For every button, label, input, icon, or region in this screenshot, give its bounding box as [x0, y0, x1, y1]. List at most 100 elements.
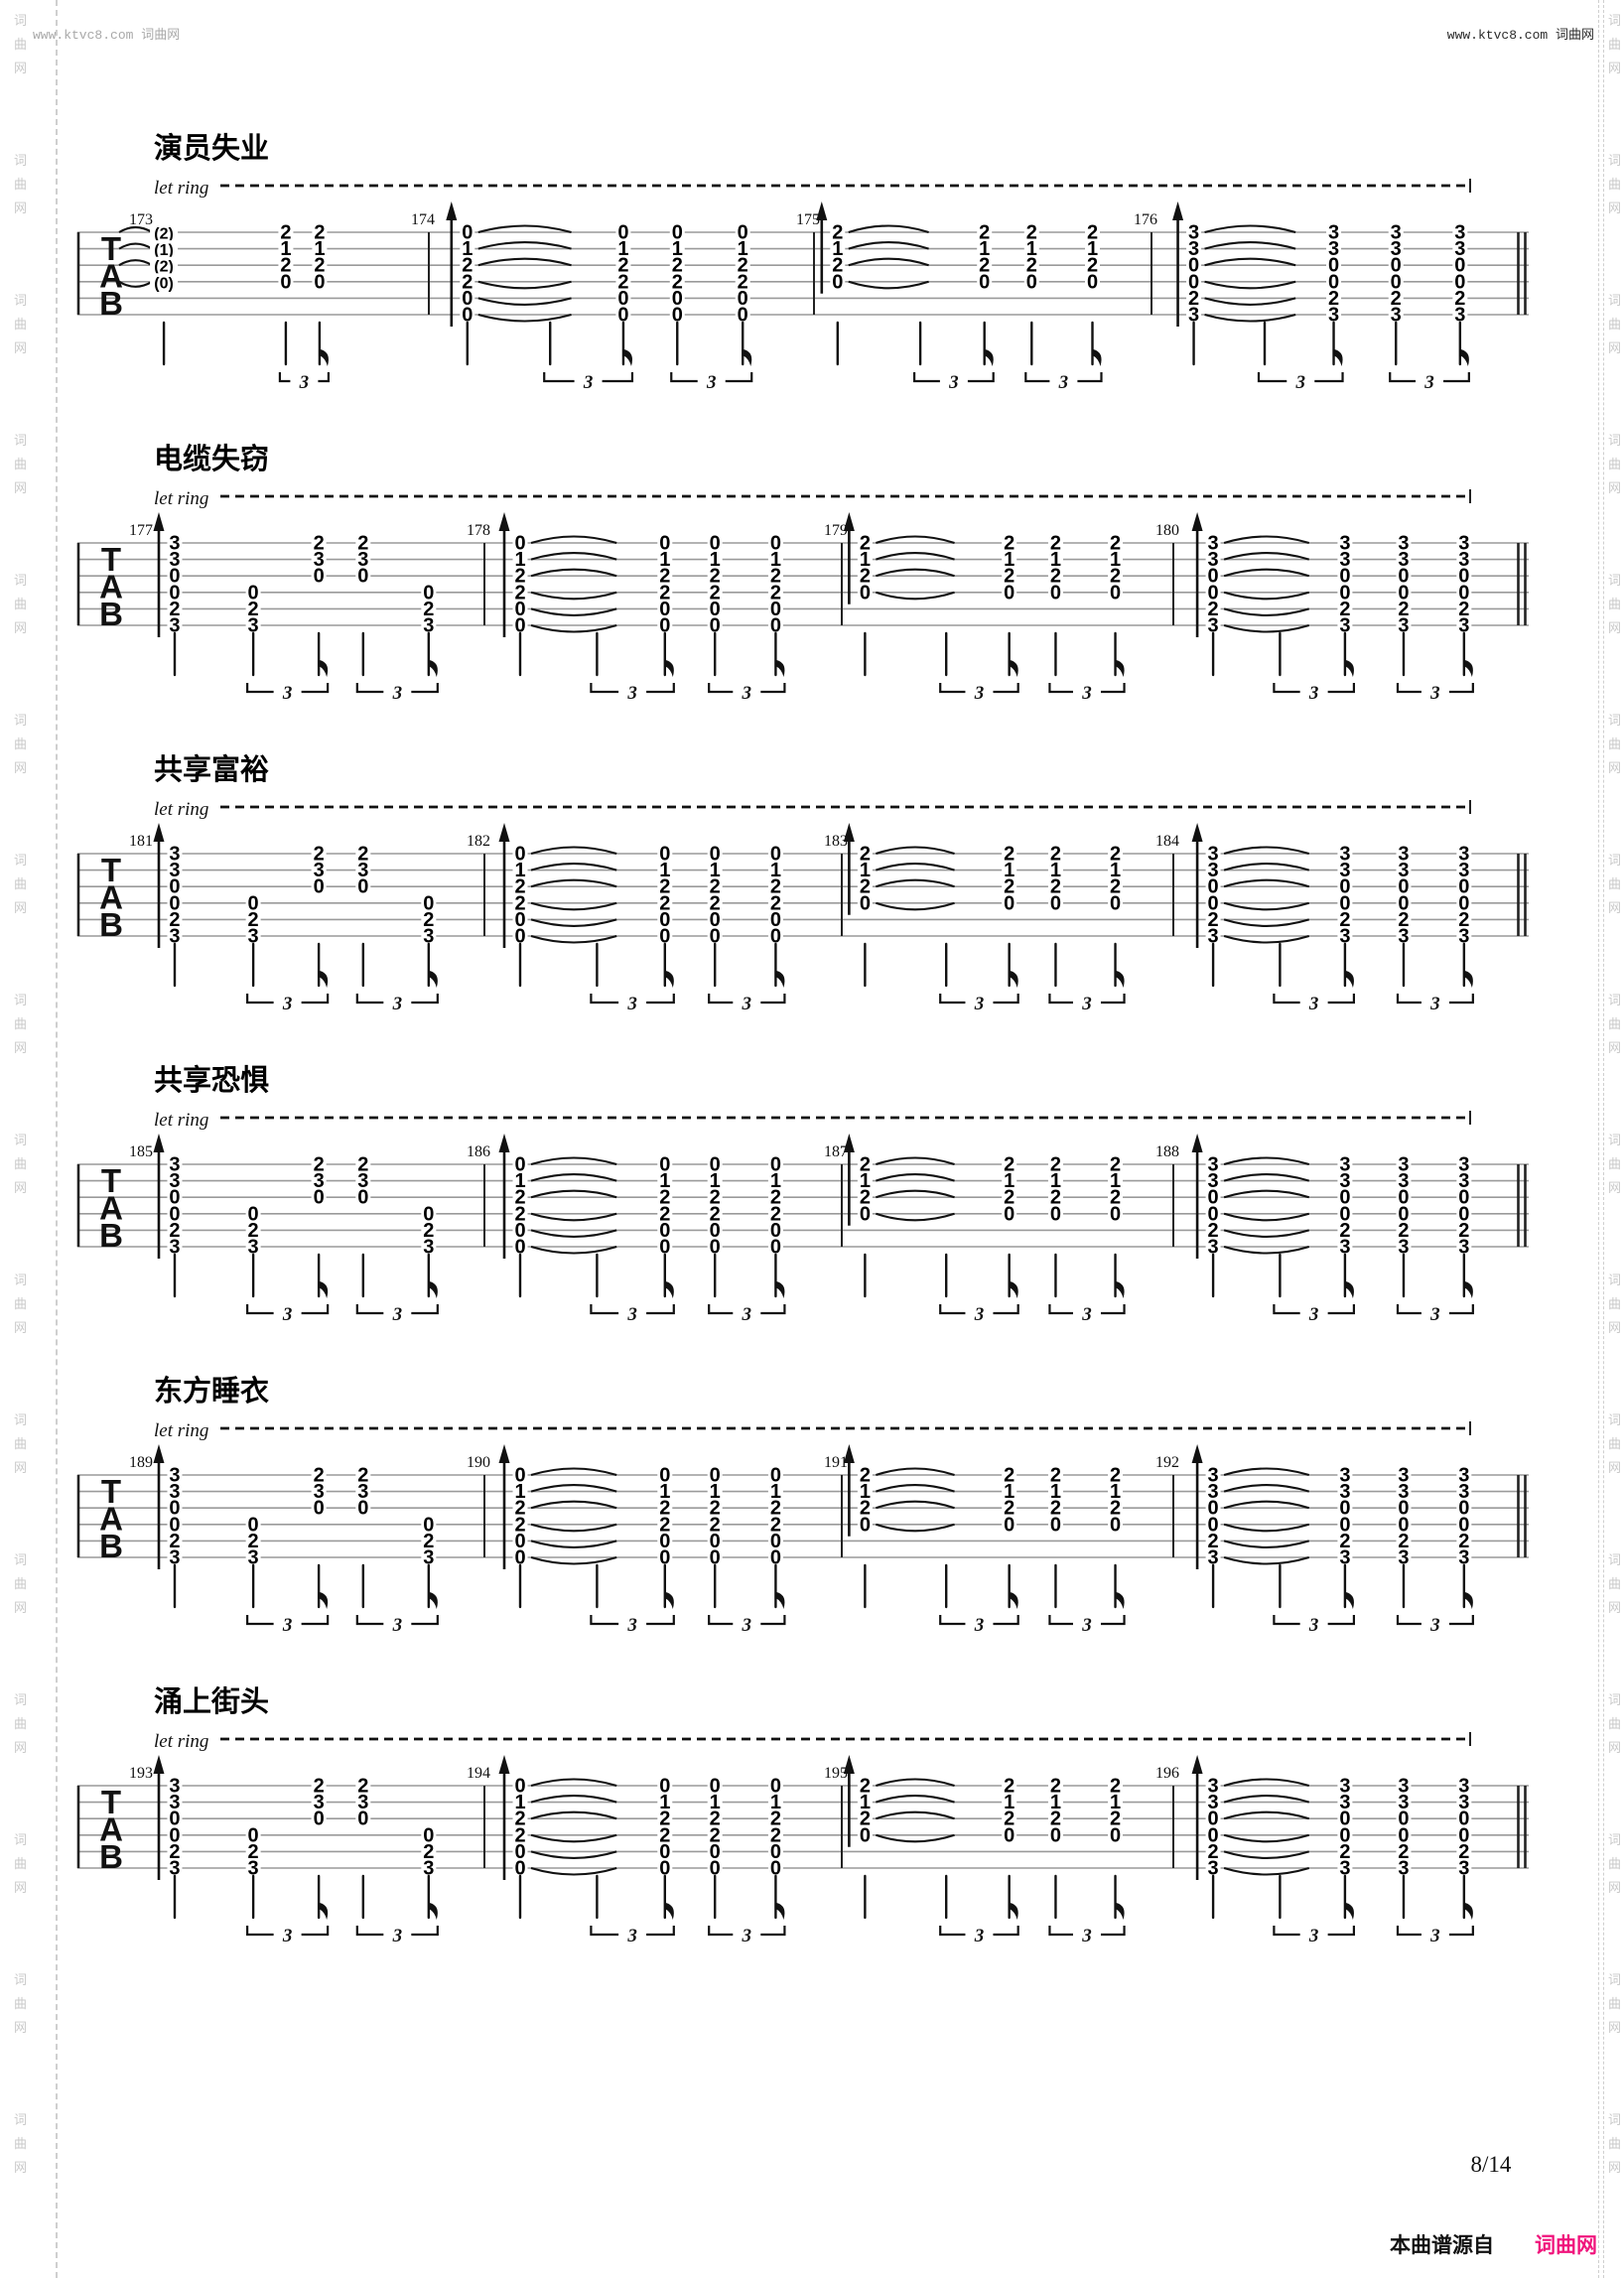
- side-watermark-char: 词: [1608, 1133, 1622, 1147]
- fret-number: 0: [514, 1465, 525, 1487]
- let-ring-tie: [876, 1795, 955, 1804]
- let-ring-tie: [1223, 934, 1310, 944]
- side-watermark-char: 网: [1608, 340, 1622, 355]
- measure-number: 193: [129, 1765, 153, 1782]
- let-ring-tie: [530, 878, 617, 888]
- strum-arrow-head: [1191, 1755, 1203, 1774]
- fret-number: 3: [314, 549, 325, 571]
- fret-number: 0: [1087, 271, 1098, 293]
- fret-number: 2: [770, 1498, 781, 1520]
- fret-number: 3: [248, 615, 259, 637]
- measure-number: 179: [824, 522, 848, 539]
- fret-number: 2: [514, 1809, 525, 1830]
- triplet-bracket: [355, 1304, 439, 1315]
- fret-number: 0: [1398, 1809, 1409, 1830]
- strum-arrow-head: [843, 823, 855, 842]
- fret-number: 0: [1208, 876, 1219, 898]
- fret-number: 2: [314, 533, 325, 555]
- side-watermark-char: 词: [1608, 993, 1622, 1007]
- triplet-number: 3: [626, 1926, 637, 1946]
- triplet-number: 3: [282, 683, 293, 704]
- fret-number: 0: [1454, 255, 1465, 277]
- triplet-number: 3: [1081, 1615, 1092, 1636]
- let-ring-tie: [1223, 1484, 1310, 1493]
- fret-number: 3: [169, 1465, 180, 1487]
- fret-number: 3: [1208, 1481, 1219, 1503]
- triplet-number: 3: [282, 994, 293, 1014]
- eighth-flag: [1344, 971, 1354, 988]
- system-title: 演员失业: [154, 132, 269, 165]
- let-ring-tie: [530, 1795, 617, 1804]
- triplet-number: 3: [1429, 683, 1440, 704]
- fret-number: 2: [514, 582, 525, 603]
- side-watermark-char: 词: [1608, 153, 1622, 168]
- fret-number: 3: [1458, 549, 1469, 571]
- fret-number: 2: [860, 1187, 871, 1209]
- let-ring-tie: [876, 1778, 955, 1787]
- strum-arrow-head: [843, 512, 855, 531]
- eighth-flag: [1459, 349, 1469, 366]
- fret-number: 0: [357, 1187, 368, 1209]
- fret-number: 2: [357, 1154, 368, 1176]
- fret-number: 3: [1328, 238, 1339, 260]
- fret-number: 3: [1208, 1154, 1219, 1176]
- fret-number: 2: [860, 1154, 871, 1176]
- fret-number: 0: [770, 1841, 781, 1863]
- let-ring-tie: [848, 257, 929, 267]
- tie-in-arc: [118, 280, 153, 288]
- measure-number: 180: [1155, 522, 1179, 539]
- fret-number: 1: [710, 549, 721, 571]
- side-watermark-char: 网: [1608, 1600, 1622, 1615]
- fret-number: 2: [659, 1187, 670, 1209]
- fret-number: 0: [672, 222, 683, 244]
- triplet-number: 3: [626, 994, 637, 1014]
- side-watermark-char: 词: [1608, 1692, 1622, 1707]
- measure-number: 190: [467, 1454, 490, 1471]
- fret-number: 2: [1454, 288, 1465, 310]
- fret-number: 0: [710, 909, 721, 931]
- fret-number: 0: [710, 844, 721, 866]
- side-watermark-char: 网: [1608, 1180, 1622, 1195]
- fret-number: 2: [1110, 1809, 1121, 1830]
- let-ring-tie: [530, 1555, 617, 1565]
- measure-number: 186: [467, 1143, 490, 1160]
- fret-number: 3: [169, 1481, 180, 1503]
- let-ring-tie: [1223, 1555, 1310, 1565]
- let-ring-tie: [876, 1156, 955, 1165]
- let-ring-tie: [1223, 901, 1310, 911]
- tab-clef-letter: A: [99, 258, 123, 295]
- side-watermark-char: 网: [1608, 61, 1622, 75]
- fret-number: 1: [672, 238, 683, 260]
- fret-number: 0: [423, 1514, 434, 1536]
- fret-number: 2: [1458, 1531, 1469, 1552]
- triplet-bracket: [708, 1615, 786, 1626]
- fret-number: 0: [672, 305, 683, 327]
- eighth-flag: [1344, 1903, 1354, 1920]
- fret-number: 1: [770, 549, 781, 571]
- fret-number: 0: [770, 1465, 781, 1487]
- triplet-number: 3: [1081, 1304, 1092, 1325]
- fret-number: 0: [770, 844, 781, 866]
- let-ring-tie: [1223, 1795, 1310, 1804]
- side-watermark-char: 曲: [1608, 1296, 1622, 1311]
- strum-arrow-head: [843, 1444, 855, 1463]
- side-watermark-char: 词: [1608, 293, 1622, 308]
- fret-number: 0: [169, 1824, 180, 1846]
- side-watermark-char: 曲: [14, 1856, 28, 1871]
- fret-number: 2: [832, 222, 843, 244]
- fret-number: 0: [617, 222, 628, 244]
- side-watermark-char: 词: [14, 1133, 28, 1147]
- eighth-flag: [319, 660, 329, 677]
- triplet-bracket: [670, 372, 753, 383]
- fret-number: 2: [357, 533, 368, 555]
- fret-number: 0: [659, 533, 670, 555]
- fret-number: 3: [357, 1170, 368, 1192]
- fret-number: 0: [1398, 1187, 1409, 1209]
- fret-number: 0: [514, 615, 525, 637]
- footer-brand-link[interactable]: 词曲网: [1535, 2234, 1597, 2257]
- fret-number: 2: [710, 566, 721, 588]
- strum-arrow-head: [498, 1755, 510, 1774]
- measure-number: 178: [467, 522, 490, 539]
- fret-number: 2: [169, 909, 180, 931]
- let-ring-tie: [876, 1484, 955, 1493]
